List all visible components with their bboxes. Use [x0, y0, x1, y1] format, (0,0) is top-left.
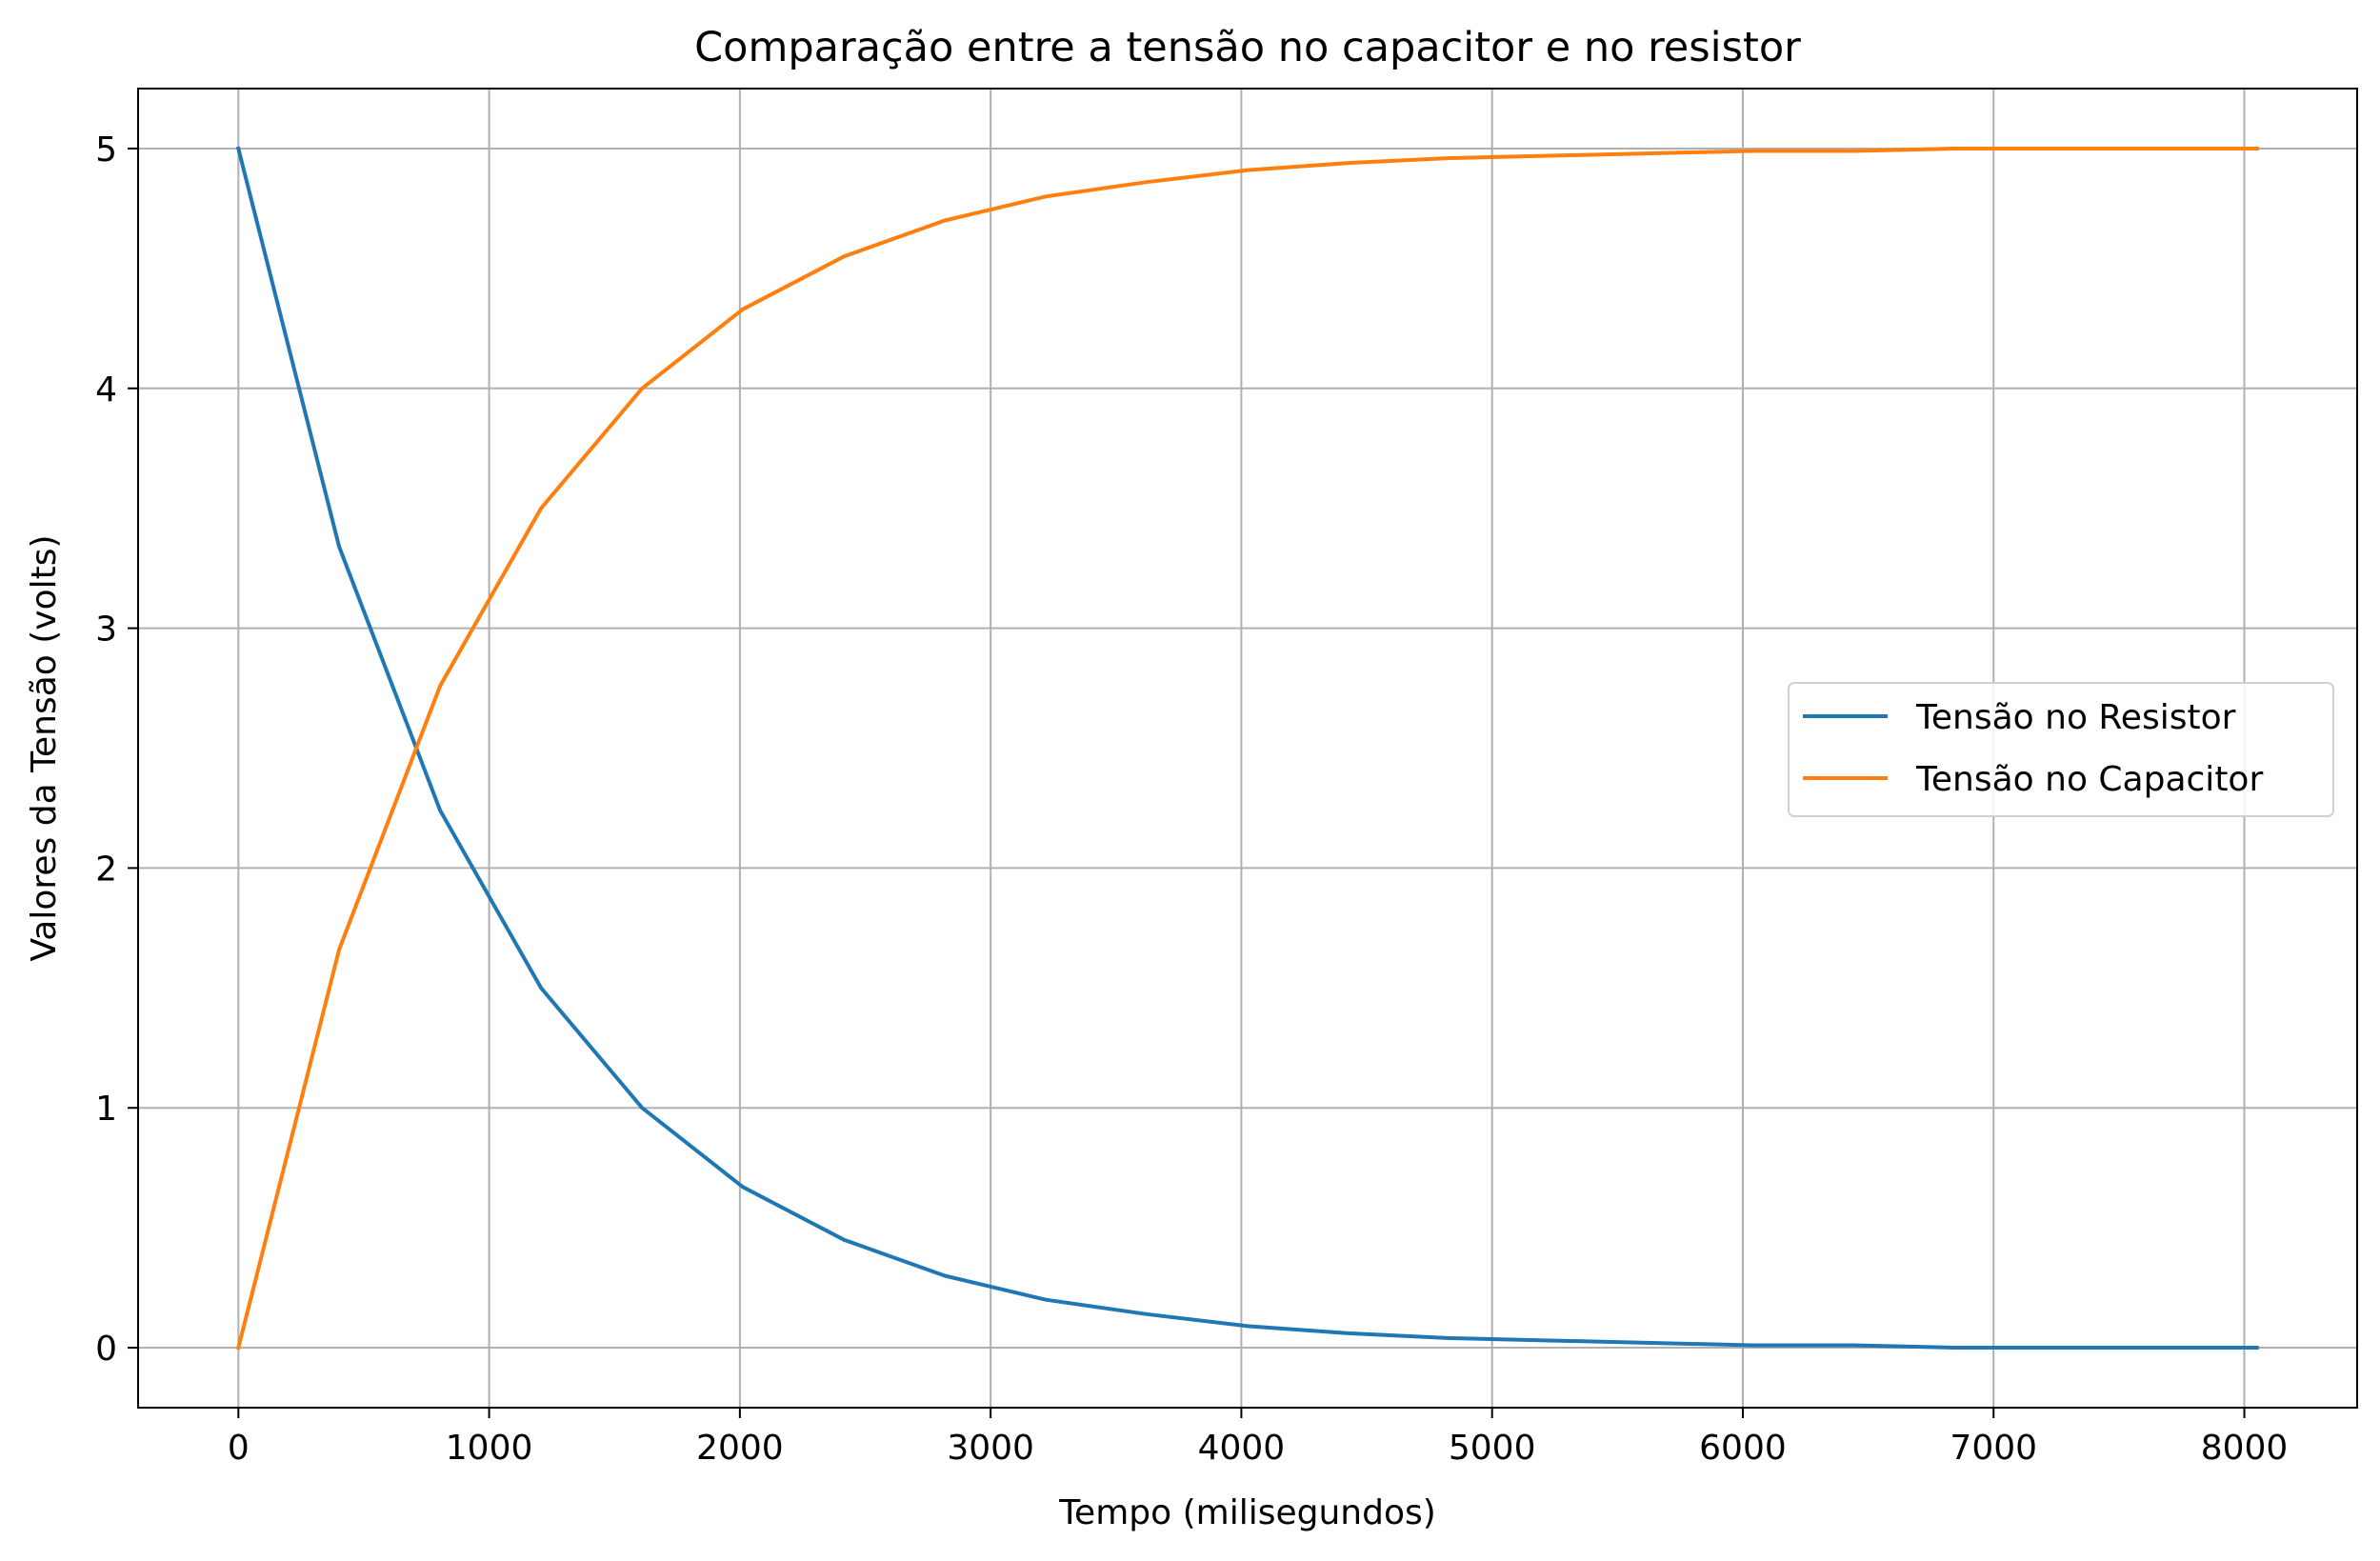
series-line-1	[235, 147, 2259, 1351]
series-lines	[235, 146, 2259, 1351]
series-line-0	[235, 146, 2259, 1350]
x-tick-label: 7000	[1950, 1429, 2037, 1468]
y-tick-label: 0	[95, 1330, 117, 1369]
x-tick-label: 8000	[2201, 1429, 2289, 1468]
x-tick-label: 4000	[1198, 1429, 1286, 1468]
x-tick-label: 0	[228, 1429, 250, 1468]
y-tick-label: 4	[95, 370, 117, 410]
x-tick-label: 2000	[696, 1429, 784, 1468]
legend-label-resistor: Tensão no Resistor	[1915, 698, 2236, 737]
y-axis-title: Valores da Tensão (volts)	[25, 534, 64, 961]
x-tick-label: 3000	[947, 1429, 1034, 1468]
y-tick-label: 2	[95, 850, 117, 889]
x-axis-title: Tempo (milisegundos)	[1058, 1493, 1436, 1532]
legend-box	[1788, 682, 2334, 817]
x-tick-label: 1000	[446, 1429, 533, 1468]
plot-area-frame	[137, 88, 2358, 1409]
y-tick-label: 1	[95, 1090, 117, 1129]
y-tick-label: 3	[95, 610, 117, 650]
axis-ticks: 0 1000 2000 3000 4000 5000 6000 7000 8000 0 1 2 3 4 5	[95, 130, 2288, 1468]
legend-label-capacitor: Tensão no Capacitor	[1915, 760, 2263, 799]
chart-title: Comparação entre a tensão no capacitor e…	[694, 24, 1801, 71]
legend: Tensão no Resistor Tensão no Capacitor	[1788, 682, 2334, 817]
x-tick-label: 5000	[1449, 1429, 1536, 1468]
x-tick-label: 6000	[1699, 1429, 1787, 1468]
y-tick-label: 5	[95, 130, 117, 170]
